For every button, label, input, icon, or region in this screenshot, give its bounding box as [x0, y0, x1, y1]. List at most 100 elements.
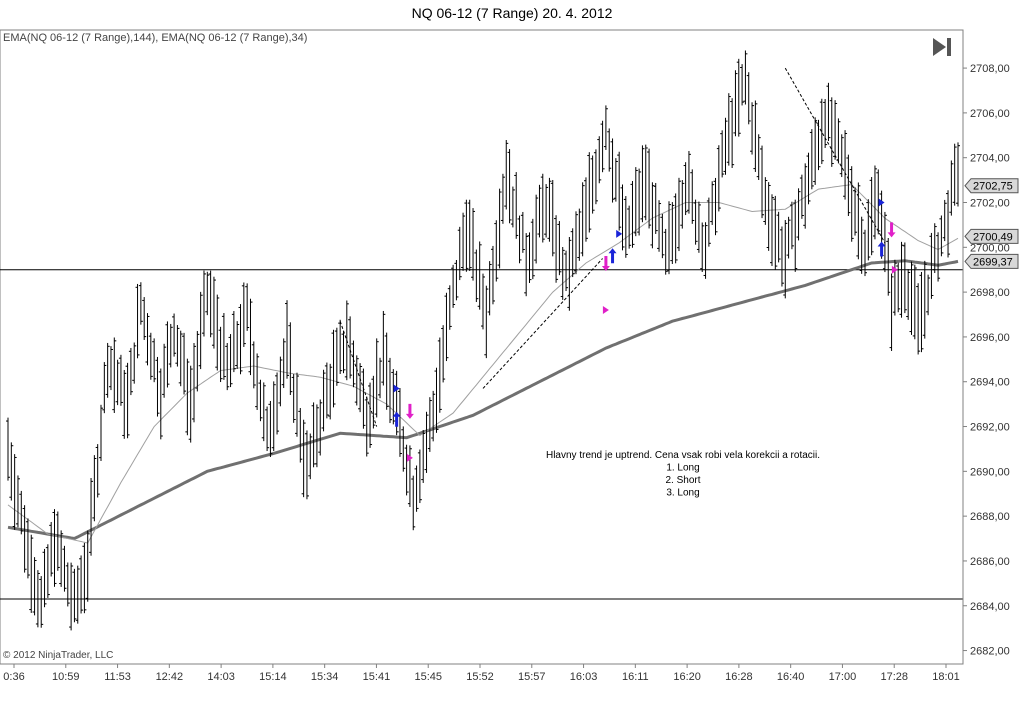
ohlc-bar — [753, 100, 758, 172]
ohlc-bar — [534, 194, 539, 264]
ohlc-bar — [899, 241, 904, 318]
ohlc-bar — [105, 342, 110, 398]
y-tick-label: 2684,00 — [970, 601, 1010, 613]
chart-title: NQ 06-12 (7 Range) 20. 4. 2012 — [411, 5, 613, 21]
ohlc-bar — [537, 184, 542, 238]
ohlc-bar — [776, 211, 781, 263]
ohlc-bar — [696, 201, 701, 253]
x-tick-label: 15:52 — [466, 671, 494, 683]
ohlc-bar — [32, 557, 37, 616]
ohlc-bar — [99, 404, 104, 462]
y-tick-label: 2690,00 — [970, 466, 1010, 478]
ohlc-bar — [248, 298, 253, 376]
ohlc-bar — [816, 119, 821, 171]
ohlc-bar — [62, 545, 67, 592]
y-tick-label: 2702,00 — [970, 198, 1010, 210]
ohlc-bar — [471, 208, 476, 281]
ohlc-bar — [128, 347, 133, 396]
ohlc-bar — [155, 356, 160, 417]
ohlc-bar — [564, 250, 569, 292]
ohlc-bar — [766, 182, 771, 251]
x-tick-label: 16:20 — [673, 671, 701, 683]
short-arrow-icon — [405, 403, 414, 419]
dashed-trendline — [784, 67, 886, 244]
ohlc-bar — [823, 99, 828, 148]
scroll-to-end-button[interactable] — [930, 36, 954, 58]
ohlc-bar — [500, 173, 505, 224]
copyright-notice: © 2012 NinjaTrader, LLC — [3, 650, 114, 661]
ohlc-bar — [75, 565, 80, 624]
ohlc-bar — [926, 274, 931, 316]
ohlc-bar — [9, 442, 14, 501]
ohlc-bar — [22, 505, 27, 573]
ohlc-bar — [530, 218, 535, 280]
ohlc-bar — [793, 199, 798, 272]
ohlc-bar — [849, 166, 854, 242]
ohlc-bar — [514, 172, 519, 239]
ohlc-bar — [693, 199, 698, 245]
ohlc-bar — [12, 454, 17, 530]
ohlc-bar — [773, 195, 778, 270]
ohlc-bar — [560, 247, 565, 300]
ohlc-bar — [338, 319, 343, 374]
ohlc-bar — [278, 356, 283, 407]
ohlc-bar — [583, 177, 588, 242]
x-tick-label: 14:03 — [207, 671, 235, 683]
y-tick-label: 2686,00 — [970, 556, 1010, 568]
price-marker: 2702,75 — [964, 178, 1019, 194]
ohlc-bar — [796, 188, 801, 241]
ohlc-bar — [547, 177, 552, 242]
ohlc-bar — [690, 169, 695, 224]
ohlc-bar — [158, 368, 163, 440]
ohlc-bar — [527, 232, 532, 283]
ohlc-bar — [872, 165, 877, 240]
ohlc-bar — [118, 354, 123, 406]
ohlc-bar — [922, 260, 927, 339]
ohlc-bar — [298, 408, 303, 463]
ohlc-bar — [833, 100, 838, 160]
ohlc-bar — [630, 181, 635, 248]
ohlc-bar — [268, 400, 273, 458]
dashed-trendline — [339, 321, 378, 427]
ohlc-bar — [437, 337, 442, 413]
ohlc-bar — [813, 117, 818, 185]
ohlc-bar — [444, 292, 449, 362]
ohlc-bar — [723, 117, 728, 175]
ohlc-bar — [178, 330, 183, 387]
ohlc-bar — [633, 167, 638, 237]
ohlc-bar — [15, 475, 20, 528]
ohlc-bar — [843, 130, 848, 200]
x-tick-label: 15:14 — [259, 671, 287, 683]
ohlc-bar — [231, 311, 236, 373]
ohlc-bar — [211, 276, 216, 349]
ohlc-bar — [334, 327, 339, 386]
ohlc-bar — [643, 144, 648, 221]
entry-triangle-icon — [878, 198, 885, 207]
ohlc-bar — [218, 326, 223, 383]
ohlc-bar — [318, 399, 323, 456]
ohlc-bar — [906, 269, 911, 320]
ohlc-bar — [647, 148, 652, 229]
entry-triangle-icon — [393, 384, 400, 393]
ohlc-bar — [474, 249, 479, 303]
ohlc-bar — [789, 201, 794, 250]
ohlc-bar — [510, 186, 515, 228]
ohlc-bar — [95, 444, 100, 498]
ohlc-bar — [846, 154, 851, 217]
ohlc-bar — [676, 177, 681, 252]
ohlc-bar — [102, 362, 107, 414]
ohlc-bar — [251, 341, 256, 389]
ohlc-bar — [112, 337, 117, 413]
ohlc-bar — [597, 136, 602, 184]
indicator-legend: EMA(NQ 06-12 (7 Range),144), EMA(NQ 06-1… — [3, 32, 308, 44]
ohlc-bar — [221, 313, 226, 380]
annotation-line: Hlavny trend je uptrend. Cena vsak robi … — [546, 450, 820, 461]
ohlc-bar — [889, 273, 894, 351]
ohlc-bar — [424, 411, 429, 473]
ohlc-bar — [401, 426, 406, 472]
ohlc-bar — [886, 237, 891, 296]
ohlc-bar — [637, 168, 642, 236]
ohlc-bar — [165, 321, 170, 388]
